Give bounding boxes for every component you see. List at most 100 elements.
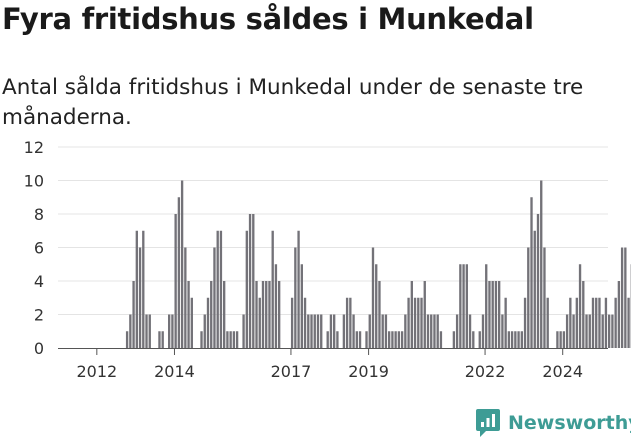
bar bbox=[439, 331, 443, 348]
bar bbox=[481, 314, 485, 348]
bar bbox=[352, 314, 355, 348]
bar bbox=[297, 230, 300, 348]
bar bbox=[226, 331, 229, 348]
bar bbox=[585, 314, 588, 348]
bar bbox=[384, 314, 388, 348]
bar bbox=[232, 331, 236, 348]
bar bbox=[129, 314, 132, 348]
bar bbox=[540, 180, 543, 348]
bar bbox=[378, 281, 381, 348]
bar bbox=[142, 230, 145, 348]
bar bbox=[138, 247, 142, 348]
bar bbox=[459, 264, 462, 348]
bar bbox=[336, 331, 339, 348]
y-tick-label: 4 bbox=[34, 272, 44, 291]
bar bbox=[507, 331, 511, 348]
bar bbox=[349, 297, 352, 348]
bar bbox=[342, 314, 346, 348]
bar bbox=[569, 297, 572, 348]
bar bbox=[572, 314, 575, 348]
bar bbox=[582, 281, 585, 348]
bar bbox=[271, 230, 274, 348]
bar bbox=[190, 297, 193, 348]
bar bbox=[268, 281, 271, 348]
bar bbox=[290, 297, 294, 348]
bar bbox=[125, 331, 129, 348]
bar bbox=[598, 297, 601, 348]
bar bbox=[310, 314, 313, 348]
brand-name: Newsworthy bbox=[508, 412, 631, 434]
bar bbox=[465, 264, 468, 348]
bar bbox=[258, 297, 261, 348]
bar bbox=[206, 297, 210, 348]
bar bbox=[145, 314, 148, 348]
bar bbox=[235, 331, 239, 348]
bar bbox=[468, 314, 472, 348]
bar bbox=[423, 281, 426, 348]
bar bbox=[608, 314, 611, 348]
bar bbox=[371, 247, 375, 348]
x-axis bbox=[58, 348, 608, 355]
bar bbox=[320, 314, 323, 348]
bar bbox=[601, 314, 604, 348]
bar bbox=[627, 297, 630, 348]
bar bbox=[132, 281, 135, 348]
bar bbox=[219, 230, 223, 348]
bar bbox=[452, 331, 456, 348]
bar bbox=[520, 331, 523, 348]
bar bbox=[180, 180, 184, 348]
bar bbox=[213, 247, 216, 348]
bar bbox=[404, 314, 407, 348]
bar bbox=[203, 314, 206, 348]
bar bbox=[368, 314, 371, 348]
bar bbox=[530, 197, 533, 348]
bar bbox=[135, 230, 138, 348]
y-tick-label: 6 bbox=[34, 239, 44, 258]
bar bbox=[313, 314, 316, 348]
bar bbox=[430, 314, 433, 348]
bar bbox=[494, 281, 498, 348]
bar bbox=[375, 264, 378, 348]
x-tick-label: 2017 bbox=[271, 362, 312, 381]
bar bbox=[248, 214, 252, 348]
bar bbox=[578, 264, 582, 348]
chart-subtitle: Antal sålda fritidshus i Munkedal under … bbox=[2, 75, 584, 130]
bar bbox=[620, 247, 624, 348]
bar bbox=[485, 264, 488, 348]
bar bbox=[410, 281, 413, 348]
bar bbox=[355, 331, 358, 348]
bar bbox=[261, 281, 265, 348]
bar bbox=[333, 314, 336, 348]
bar bbox=[562, 331, 566, 348]
bar bbox=[514, 331, 517, 348]
bar bbox=[300, 264, 303, 348]
x-tick-label: 2024 bbox=[542, 362, 583, 381]
bar bbox=[394, 331, 397, 348]
bar bbox=[358, 331, 362, 348]
bar bbox=[345, 297, 349, 348]
bar bbox=[498, 281, 501, 348]
bar bbox=[556, 331, 559, 348]
bar bbox=[462, 264, 465, 348]
bar bbox=[255, 281, 258, 348]
bar bbox=[210, 281, 213, 348]
y-tick-label: 0 bbox=[34, 339, 44, 358]
grid-lines bbox=[58, 146, 608, 315]
bar bbox=[488, 281, 491, 348]
bar bbox=[223, 281, 226, 348]
bar bbox=[611, 314, 614, 348]
bar bbox=[161, 331, 164, 348]
bar bbox=[591, 297, 595, 348]
bar bbox=[316, 314, 320, 348]
bar bbox=[527, 247, 530, 348]
bar bbox=[565, 314, 569, 348]
bar bbox=[417, 297, 420, 348]
bar bbox=[245, 230, 248, 348]
bar bbox=[168, 314, 171, 348]
bar bbox=[546, 297, 549, 348]
bar bbox=[397, 331, 401, 348]
y-tick-label: 2 bbox=[34, 306, 44, 325]
bar bbox=[533, 230, 536, 348]
bar bbox=[478, 331, 481, 348]
y-tick-label: 8 bbox=[34, 205, 44, 224]
